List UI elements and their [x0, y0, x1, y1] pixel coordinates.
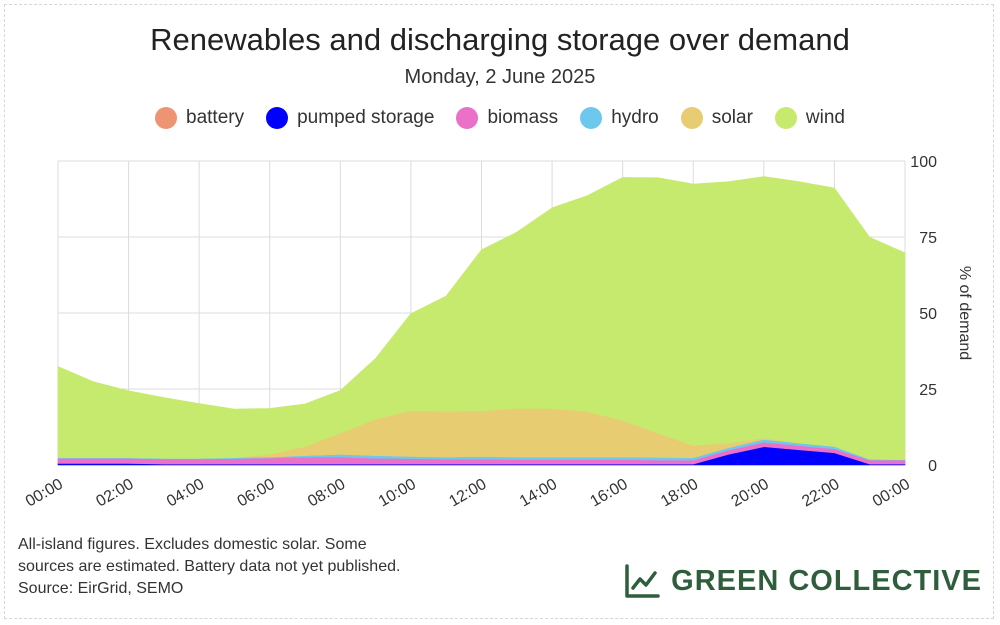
x-tick-label: 02:00 — [93, 476, 136, 511]
legend-label-solar: solar — [711, 107, 753, 128]
legend-label-biomass: biomass — [487, 107, 559, 128]
y-tick-label: 75 — [919, 230, 937, 247]
x-tick-label: 00:00 — [23, 476, 66, 511]
legend-label-hydro: hydro — [611, 107, 659, 128]
chart-title: Renewables and discharging storage over … — [150, 22, 850, 57]
x-tick-label: 20:00 — [729, 476, 772, 511]
legend-item-solar[interactable]: solar — [680, 107, 753, 129]
footnote: All-island figures. Excludes domestic so… — [18, 534, 400, 600]
legend-label-battery: battery — [186, 107, 245, 128]
x-tick-label: 12:00 — [446, 476, 489, 511]
line-chart-icon — [625, 564, 660, 598]
legend-swatch-hydro — [580, 107, 603, 129]
legend-item-pumped-storage[interactable]: pumped storage — [266, 107, 434, 129]
legend-item-battery[interactable]: battery — [155, 107, 244, 129]
x-tick-label: 16:00 — [587, 476, 630, 511]
footnote-line-2: sources are estimated. Battery data not … — [18, 558, 401, 575]
legend-item-hydro[interactable]: hydro — [580, 107, 659, 129]
legend-item-biomass[interactable]: biomass — [456, 107, 558, 129]
legend-item-wind[interactable]: wind — [774, 107, 845, 129]
legend-swatch-battery — [155, 107, 178, 129]
x-tick-label: 06:00 — [235, 476, 278, 511]
y-tick-label: 0 — [928, 458, 937, 475]
chart-legend: battery pumped storage biomass hydro sol… — [0, 107, 1000, 129]
y-axis-title: % of demand — [956, 266, 973, 360]
brand-logo: GREEN COLLECTIVE — [623, 562, 982, 600]
legend-swatch-pumped-storage — [266, 107, 289, 129]
footnote-line-1: All-island figures. Excludes domestic so… — [18, 536, 367, 553]
chart-subtitle: Monday, 2 June 2025 — [404, 66, 596, 88]
legend-swatch-biomass — [456, 107, 479, 129]
x-tick-label: 22:00 — [799, 476, 842, 511]
brand-name: GREEN COLLECTIVE — [671, 564, 982, 597]
x-tick-label: 08:00 — [305, 476, 348, 511]
legend-swatch-wind — [774, 107, 797, 129]
legend-swatch-solar — [680, 107, 703, 129]
y-tick-label: 100 — [910, 154, 937, 171]
legend-label-wind: wind — [805, 107, 845, 128]
footnote-line-3: Source: EirGrid, SEMO — [18, 580, 184, 597]
legend-label-pumped-storage: pumped storage — [297, 107, 435, 128]
x-tick-label: 10:00 — [376, 476, 419, 511]
chart-frame — [4, 4, 994, 619]
x-tick-label: 18:00 — [658, 476, 701, 511]
x-tick-label: 00:00 — [870, 476, 913, 511]
y-tick-label: 50 — [919, 306, 937, 323]
y-tick-label: 25 — [919, 382, 937, 399]
series-area-wind — [57, 176, 906, 460]
x-tick-label: 04:00 — [164, 476, 207, 511]
x-tick-label: 14:00 — [517, 476, 560, 511]
